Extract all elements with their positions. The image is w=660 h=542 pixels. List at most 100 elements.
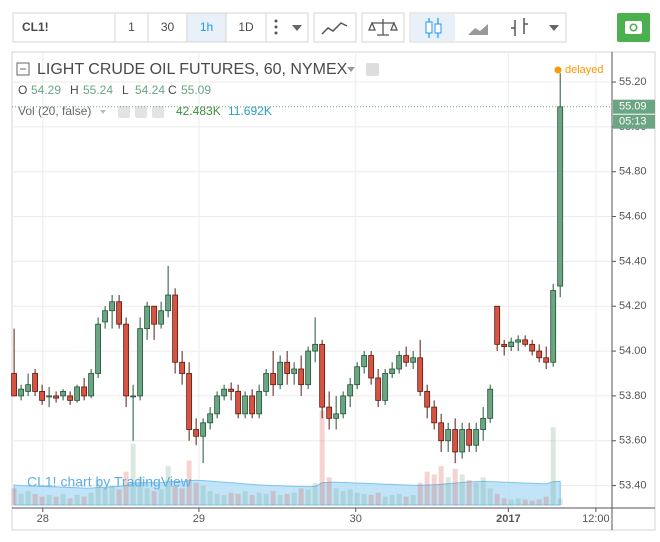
candle-body	[235, 391, 242, 415]
interval-button[interactable]	[147, 12, 188, 43]
volume-bar	[508, 499, 514, 505]
candle-body	[445, 429, 452, 442]
volume-bar	[431, 474, 437, 505]
indicators-button[interactable]	[313, 12, 357, 43]
legend-label: O	[18, 83, 27, 97]
volume-bar	[130, 443, 136, 505]
dot	[274, 25, 278, 29]
volume-bar	[256, 492, 262, 505]
y-tick-label: 53.40	[619, 479, 647, 491]
candle-body	[494, 305, 501, 345]
y-tick-label: 54.60	[619, 210, 647, 222]
volume-bar	[354, 492, 360, 505]
interval-label[interactable]: 30	[161, 20, 175, 34]
legend-value: 54.24	[135, 83, 165, 97]
volume-bar	[368, 495, 374, 505]
candle-body	[298, 368, 305, 386]
candle-body	[74, 386, 81, 401]
candle-body	[368, 355, 375, 379]
volume-bar	[487, 488, 493, 505]
interval-button[interactable]	[225, 12, 267, 43]
icon	[511, 18, 528, 36]
candle-body	[186, 373, 193, 430]
candle-body	[116, 301, 123, 325]
candle-body	[193, 429, 200, 437]
volume-bar	[403, 496, 409, 505]
candle-body	[305, 350, 312, 386]
candle-body	[480, 417, 487, 430]
candle-body	[501, 343, 508, 347]
volume-bar	[473, 482, 479, 505]
volume-bar	[557, 498, 563, 505]
legend-label: C	[168, 83, 177, 97]
interval-label[interactable]: 1h	[200, 20, 213, 34]
candle-body	[95, 323, 102, 374]
collapse-icon[interactable]	[16, 62, 30, 76]
y-tick-label: 54.80	[619, 166, 647, 178]
volume-bar	[550, 427, 556, 505]
candle-body	[361, 355, 368, 368]
volume-bar	[95, 480, 101, 505]
candle-body	[389, 368, 396, 374]
volume-bar	[137, 477, 143, 505]
volume-bar	[263, 493, 269, 505]
y-tick-label: 54.00	[619, 345, 647, 357]
candle-body	[529, 343, 536, 352]
volume-bar	[32, 493, 38, 505]
toolbar: CL1! 1 30 1h 1D	[12, 12, 650, 43]
volume-bar	[494, 493, 500, 505]
candle-body	[536, 350, 543, 359]
candle-body	[466, 429, 473, 446]
interval-button[interactable]	[186, 12, 227, 43]
candle-body	[438, 422, 445, 442]
candle-body	[410, 357, 417, 363]
candle-body	[200, 422, 207, 437]
symbol[interactable]: CL1!	[22, 20, 49, 34]
interval-label[interactable]: 1	[128, 20, 135, 34]
volume-bar	[74, 495, 80, 505]
volume-bar	[39, 496, 45, 505]
candle-body	[228, 388, 235, 392]
icon[interactable]	[118, 106, 130, 118]
x-tick-label: 12:00	[582, 513, 610, 525]
volume-bar	[67, 498, 73, 505]
icon	[425, 21, 433, 34]
symbol-box[interactable]	[12, 12, 116, 43]
y-tick-label: 53.80	[619, 390, 647, 402]
volume-bar	[305, 489, 311, 505]
candle-body	[459, 429, 466, 453]
volume-bar	[375, 492, 381, 505]
legend-label: H	[70, 83, 79, 97]
volume-bar	[277, 495, 283, 505]
y-tick-label: 54.40	[619, 255, 647, 267]
candle-body	[347, 384, 354, 397]
more-button[interactable]	[265, 12, 309, 43]
x-tick-label: 28	[37, 513, 49, 525]
volume-bar	[123, 471, 129, 505]
interval-label[interactable]: 1D	[238, 20, 254, 34]
candle-body	[25, 384, 32, 392]
icon[interactable]	[152, 106, 164, 118]
volume-bar	[144, 488, 150, 505]
y-tick-label: 54.20	[619, 300, 647, 312]
volume-bar	[193, 482, 199, 505]
volume-bar	[179, 488, 185, 505]
interval-button[interactable]	[114, 12, 149, 43]
candle-body	[158, 310, 165, 325]
candle-body	[130, 395, 137, 398]
candle-body	[32, 373, 39, 392]
volume-bar	[417, 482, 423, 505]
settings-icon[interactable]	[366, 63, 379, 76]
volume-bar	[298, 488, 304, 505]
volume-bar	[25, 491, 31, 505]
volume-label: Vol (20, false)	[18, 104, 91, 118]
candle-body	[431, 406, 438, 424]
compare-button[interactable]	[361, 12, 405, 43]
icon[interactable]	[135, 106, 147, 118]
icon	[368, 19, 398, 36]
icon	[468, 24, 488, 35]
y-tick-label: 53.60	[619, 435, 647, 447]
countdown: 05:13	[619, 116, 647, 128]
volume-bar	[515, 498, 521, 505]
